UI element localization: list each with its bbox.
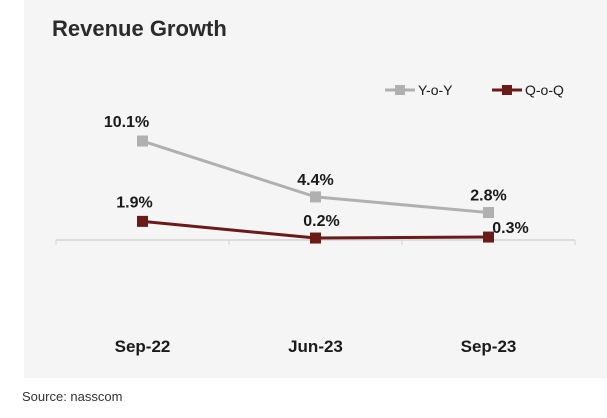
legend-swatch-marker xyxy=(502,85,512,95)
data-point-q-o-q xyxy=(310,232,321,244)
legend-swatch-marker xyxy=(395,85,405,95)
data-point-y-o-y xyxy=(137,135,148,147)
legend-label: Y-o-Y xyxy=(418,82,453,98)
data-point-q-o-q xyxy=(483,231,494,243)
x-tick-label: Sep-23 xyxy=(461,337,517,356)
chart-title: Revenue Growth xyxy=(52,16,227,41)
data-point-y-o-y xyxy=(310,191,321,203)
source-note: Source: nasscom xyxy=(22,389,123,404)
data-point-q-o-q xyxy=(137,215,148,227)
legend-label: Q-o-Q xyxy=(525,82,564,98)
data-label: 1.9% xyxy=(116,194,152,211)
data-point-y-o-y xyxy=(483,207,494,219)
x-tick-label: Sep-22 xyxy=(115,337,171,356)
data-label: 10.1% xyxy=(104,114,149,131)
x-tick-label: Jun-23 xyxy=(288,337,343,356)
data-label: 4.4% xyxy=(297,172,333,189)
data-label: 0.3% xyxy=(492,220,528,237)
data-label: 2.8% xyxy=(470,188,506,205)
chart-panel xyxy=(24,0,607,378)
data-label: 0.2% xyxy=(303,213,339,230)
